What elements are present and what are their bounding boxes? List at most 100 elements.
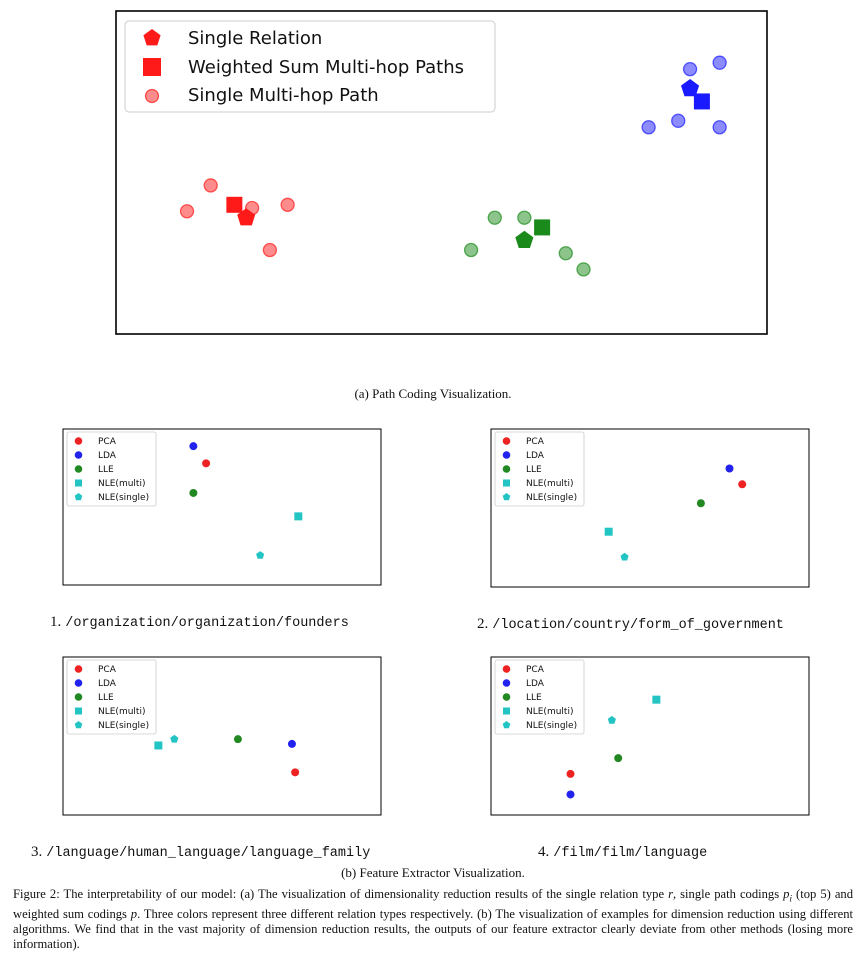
panel-legend: PCA LDA LLE NLE(multi) NLE(single)	[494, 431, 585, 507]
legend-label-single-relation: Single Relation	[188, 28, 322, 49]
caption-text-2: , single path codings	[672, 887, 780, 901]
panel-number: 4.	[538, 844, 550, 860]
path-coding-chart: Single Relation Weighted Sum Multi-hop P…	[115, 10, 768, 335]
legend-marker-lle	[502, 693, 511, 701]
single-path-point-red	[179, 204, 195, 219]
legend-label-single-path: Single Multi-hop Path	[188, 85, 379, 106]
caption-var-r: r	[668, 887, 673, 901]
relation-path: /film/film/language	[553, 846, 708, 861]
legend-label-lda: LDA	[98, 679, 117, 689]
legend-label-pca: PCA	[98, 437, 117, 447]
legend-label-lda: LDA	[526, 679, 545, 689]
single-path-point-green	[487, 210, 502, 225]
point-lle	[696, 499, 705, 508]
panel-legend: PCA LDA LLE NLE(multi) NLE(single)	[66, 659, 157, 735]
legend-label-pca: PCA	[526, 437, 545, 447]
legend-label-lda: LDA	[98, 451, 117, 461]
point-lda	[287, 739, 296, 748]
legend-marker-nle-single	[502, 721, 511, 729]
legend-marker-lda	[74, 451, 83, 459]
legend-box	[66, 659, 157, 735]
single-relation-point-red	[237, 208, 256, 226]
legend-label-lle: LLE	[98, 465, 114, 475]
panel-legend: PCA LDA LLE NLE(multi) NLE(single)	[66, 431, 157, 507]
legend-marker-nle-single	[502, 493, 511, 501]
legend-marker-nle-multi	[75, 479, 82, 487]
single-path-point-blue	[712, 55, 727, 70]
single-path-point-green	[517, 210, 532, 225]
point-pca	[566, 769, 575, 778]
subcaption-a: (a) Path Coding Visualization.	[354, 386, 512, 401]
panel-number: 2.	[477, 616, 489, 632]
point-pca	[738, 480, 747, 489]
point-pca	[202, 459, 211, 468]
panel-legend: PCA LDA LLE NLE(multi) NLE(single)	[494, 659, 585, 735]
legend-box	[66, 431, 157, 507]
legend-label-nle-multi: NLE(multi)	[98, 707, 145, 717]
legend-square-marker	[143, 58, 161, 76]
relation-path: /organization/organization/founders	[65, 616, 349, 631]
single-path-point-blue	[671, 113, 686, 128]
weighted-sum-point-red	[226, 196, 243, 213]
point-lle	[233, 735, 242, 744]
legend-label-nle-multi: NLE(multi)	[526, 479, 573, 489]
legend-marker-nle-single	[74, 493, 83, 501]
main-legend: Single Relation Weighted Sum Multi-hop P…	[124, 20, 496, 113]
point-lda	[566, 790, 575, 799]
single-path-point-red	[280, 197, 295, 212]
legend-marker-pca	[502, 437, 511, 445]
feature-chart-3: PCA LDA LLE NLE(multi) NLE(single)	[62, 656, 382, 816]
legend-label-nle-single: NLE(single)	[98, 721, 149, 731]
feature-chart-4: PCA LDA LLE NLE(multi) NLE(single)	[490, 656, 810, 816]
feature-chart-1: PCA LDA LLE NLE(multi) NLE(single)	[62, 428, 382, 586]
single-relation-point-green	[515, 230, 534, 248]
point-nle-multi	[294, 512, 303, 521]
legend-label-lda: LDA	[526, 451, 545, 461]
weighted-sum-point-green	[534, 219, 551, 236]
single-relation-point-blue	[681, 79, 700, 97]
legend-label-nle-single: NLE(single)	[98, 493, 149, 503]
point-nle-single	[620, 552, 629, 561]
legend-pentagon-marker	[143, 29, 161, 46]
panel-label-1: 1. /organization/organization/founders	[50, 613, 349, 631]
legend-marker-lle	[74, 693, 83, 701]
single-path-point-green	[558, 246, 573, 261]
point-nle-single	[256, 551, 265, 559]
panel-number: 3.	[31, 844, 43, 860]
panel-label-3: 3. /language/human_language/language_fam…	[31, 843, 370, 861]
single-path-point-red	[262, 242, 278, 258]
feature-chart-2: PCA LDA LLE NLE(multi) NLE(single)	[490, 428, 810, 588]
point-nle-multi	[154, 741, 163, 750]
legend-marker-lda	[502, 679, 511, 687]
legend-label-lle: LLE	[526, 465, 542, 475]
caption-text-1: The interpretability of our model: (a) T…	[63, 887, 665, 901]
legend-marker-lle	[502, 465, 511, 473]
panel-label-2: 2. /location/country/form_of_government	[477, 615, 784, 633]
subcaption-b: (b) Feature Extractor Visualization.	[341, 865, 525, 880]
legend-marker-pca	[502, 665, 511, 673]
caption-text-3: (top 5) and weighted sum codings	[13, 887, 854, 921]
legend-label-nle-multi: NLE(multi)	[98, 479, 145, 489]
point-nle-single	[170, 734, 179, 743]
legend-label-nle-multi: NLE(multi)	[526, 707, 573, 717]
point-pca	[291, 768, 300, 777]
panel-label-4: 4. /film/film/language	[538, 843, 707, 861]
single-path-point-blue	[682, 61, 698, 77]
single-path-point-red	[203, 178, 218, 193]
single-path-point-green	[576, 262, 591, 277]
legend-label-weighted-sum: Weighted Sum Multi-hop Paths	[188, 57, 464, 78]
legend-label-pca: PCA	[526, 665, 545, 675]
legend-marker-nle-multi	[503, 479, 510, 487]
caption-var-pi: p	[783, 887, 790, 901]
weighted-sum-point-blue	[693, 93, 710, 110]
legend-label-nle-single: NLE(single)	[526, 493, 577, 503]
legend-box	[494, 659, 585, 735]
point-lda	[725, 464, 734, 473]
legend-circle-marker	[144, 88, 160, 104]
legend-marker-nle-single	[74, 721, 83, 729]
caption-label: Figure 2:	[13, 887, 60, 901]
legend-marker-lda	[74, 679, 83, 687]
panel-number: 1.	[50, 614, 62, 630]
legend-label-nle-single: NLE(single)	[526, 721, 577, 731]
point-nle-single	[607, 715, 616, 724]
